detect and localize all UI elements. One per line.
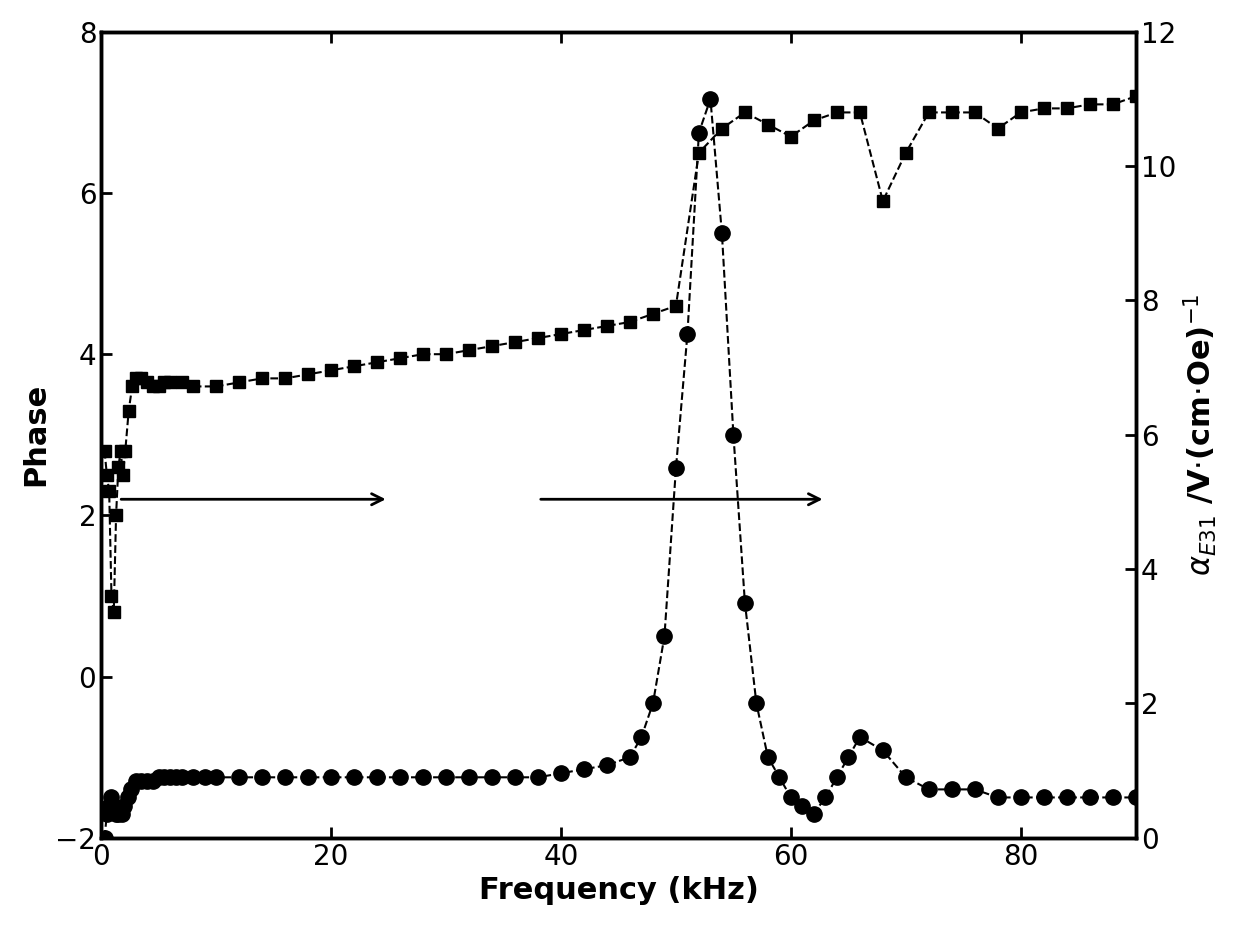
X-axis label: Frequency (kHz): Frequency (kHz)	[479, 876, 759, 906]
Y-axis label: Phase: Phase	[21, 383, 50, 486]
Y-axis label: $\alpha_{E31}$ /V$\cdot$(cm$\cdot$Oe)$^{-1}$: $\alpha_{E31}$ /V$\cdot$(cm$\cdot$Oe)$^{…	[1182, 294, 1219, 576]
